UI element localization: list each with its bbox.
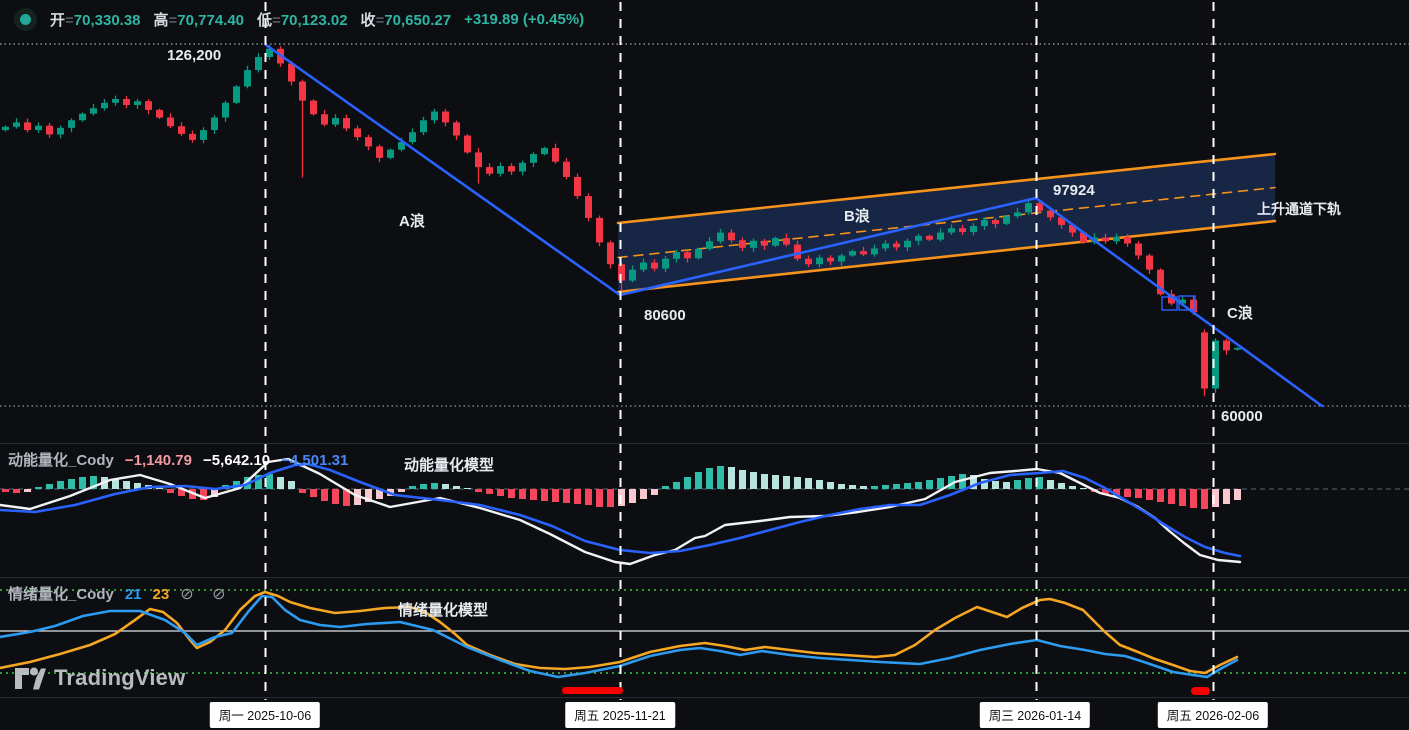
date-label-pill[interactable]: 周三 2026-01-14 <box>979 702 1091 728</box>
sentiment-flag-icons: ⊘ ⊘ <box>180 586 233 603</box>
label-b-top-price[interactable]: 97924 <box>1053 182 1095 199</box>
momentum-value-3: −4,501.31 <box>281 452 349 469</box>
ohlc-legend[interactable]: 开=70,330.38 高=70,774.40 低=70,123.02 收=70… <box>14 8 584 31</box>
sentiment-value-1: 21 <box>124 586 142 603</box>
label-target-price[interactable]: 60000 <box>1221 408 1263 425</box>
momentum-indicator-title: 动能量化_Cody <box>8 452 114 469</box>
tradingview-logo-text: TradingView <box>54 665 186 690</box>
red-highlight-marks <box>562 687 1210 695</box>
ohlc-close: 收=70,650.27 <box>360 12 452 29</box>
date-label-pill[interactable]: 周五 2025-11-21 <box>565 702 675 728</box>
date-label-pill[interactable]: 周一 2025-10-06 <box>209 702 321 728</box>
label-wave-a[interactable]: A浪 <box>399 213 425 230</box>
label-peak-price[interactable]: 126,200 <box>167 47 222 64</box>
momentum-watermark-label: 动能量化模型 <box>404 457 495 474</box>
ohlc-open: 开=70,330.38 <box>50 12 141 29</box>
series-toggle-icon[interactable] <box>14 8 37 31</box>
sentiment-oscillator-lines <box>0 590 1239 679</box>
ohlc-high: 高=70,774.40 <box>153 12 245 29</box>
ohlc-low: 低=70,123.02 <box>257 12 348 29</box>
momentum-value-2: −5,642.10 <box>203 452 271 469</box>
label-trough-price[interactable]: 80600 <box>644 307 686 324</box>
change-value: +319.89 (+0.45%) <box>464 11 585 28</box>
tradingview-logo-icon <box>15 667 46 689</box>
momentum-ma-lines <box>0 457 1242 566</box>
series-dot-icon <box>20 14 31 25</box>
momentum-value-1: −1,140.79 <box>124 452 192 469</box>
sentiment-indicator-legend[interactable]: 情绪量化_Cody 21 23 ⊘ ⊘ <box>8 583 232 604</box>
tradingview-logo[interactable]: TradingView <box>14 665 185 691</box>
trendline-anchor-boxes[interactable] <box>1161 295 1196 311</box>
sentiment-watermark-label: 情绪量化模型 <box>398 602 489 619</box>
label-wave-c[interactable]: C浪 <box>1227 305 1253 322</box>
momentum-histogram <box>2 466 1241 509</box>
label-channel-lower-rail[interactable]: 上升通道下轨 <box>1257 201 1341 217</box>
momentum-indicator-legend[interactable]: 动能量化_Cody −1,140.79 −5,642.10 −4,501.31 <box>8 449 348 470</box>
sentiment-value-2: 23 <box>152 586 170 603</box>
sentiment-indicator-title: 情绪量化_Cody <box>8 586 114 603</box>
label-wave-b[interactable]: B浪 <box>844 208 870 225</box>
panel-separators <box>0 443 1409 698</box>
vertical-line-drawings[interactable] <box>264 2 1215 700</box>
date-label-pill[interactable]: 周五 2026-02-06 <box>1157 702 1269 728</box>
grid-lines <box>0 43 1409 674</box>
